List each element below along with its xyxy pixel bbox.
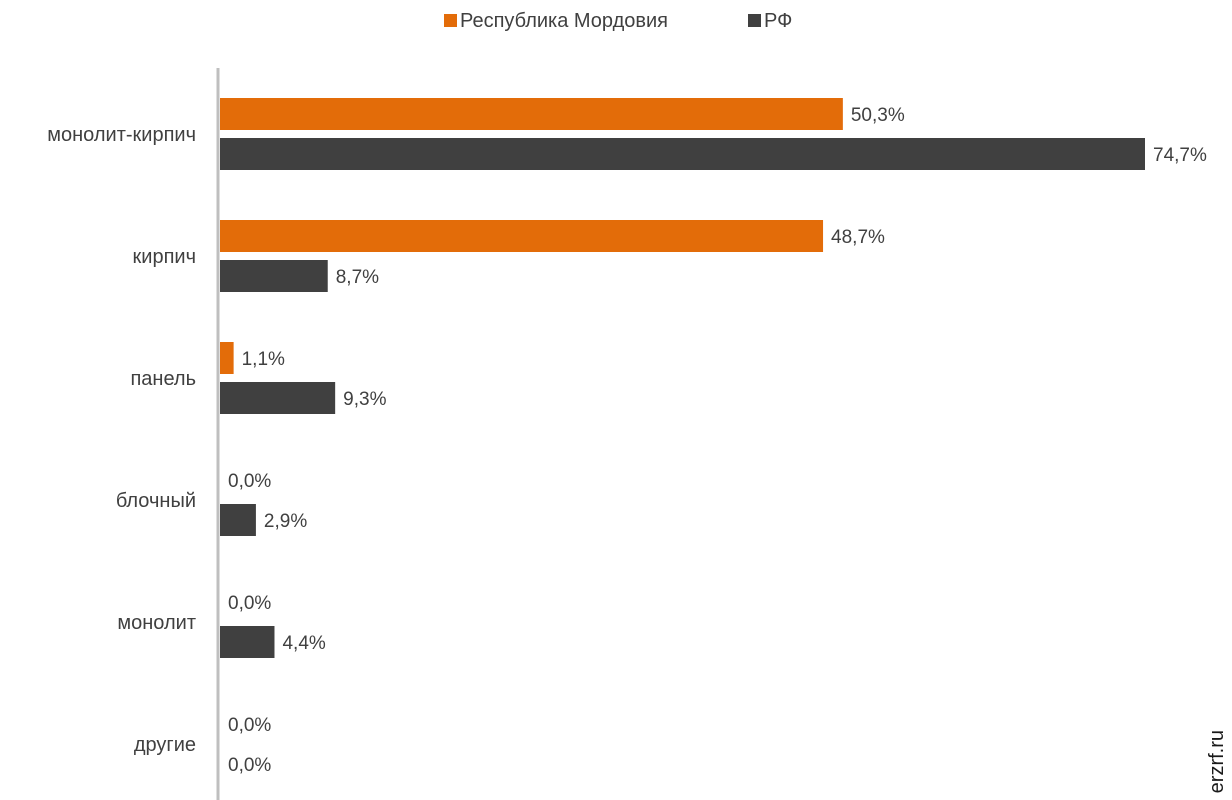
data-label-0-1: 48,7% <box>831 227 885 248</box>
data-label-1-3: 2,9% <box>264 511 307 532</box>
bars <box>220 98 1145 658</box>
watermark-text: erzrf.ru <box>1206 730 1228 794</box>
legend-swatch-0 <box>444 14 457 27</box>
watermark: erzrf.ru <box>1204 730 1232 800</box>
data-label-0-4: 0,0% <box>228 593 271 614</box>
category-label-3: блочный <box>116 490 196 512</box>
data-label-1-4: 4,4% <box>282 633 325 654</box>
category-label-4: монолит <box>117 612 196 634</box>
bar-0-0 <box>220 98 843 130</box>
bar-1-2 <box>220 382 336 414</box>
bar-1-4 <box>220 626 275 658</box>
data-label-1-1: 8,7% <box>336 267 379 288</box>
data-label-0-0: 50,3% <box>851 105 905 126</box>
bar-1-0 <box>220 138 1145 170</box>
data-labels: 50,3% 74,7% 48,7% 8,7% 1,1% 9,3% 0,0% 2,9% 0,0% 4… <box>228 105 1207 776</box>
bar-0-1 <box>220 220 824 252</box>
category-label-1: кирпич <box>133 246 196 268</box>
legend-swatch-1 <box>748 14 761 27</box>
data-label-0-3: 0,0% <box>228 471 271 492</box>
category-label-0: монолит-кирпич <box>47 124 196 146</box>
bar-1-3 <box>220 504 256 536</box>
bar-0-2 <box>220 342 234 374</box>
data-label-0-2: 1,1% <box>242 349 285 370</box>
legend-label-1: РФ <box>764 10 792 32</box>
category-labels: монолит-кирпич кирпич панель блочный монолит… <box>47 124 196 756</box>
category-label-5: другие <box>134 734 196 756</box>
data-label-0-5: 0,0% <box>228 715 271 736</box>
bar-1-1 <box>220 260 328 292</box>
data-label-1-5: 0,0% <box>228 755 271 776</box>
legend-label-0: Республика Мордовия <box>460 10 668 32</box>
legend: Республика Мордовия РФ <box>444 10 792 32</box>
data-label-1-0: 74,7% <box>1153 145 1207 166</box>
category-label-2: панель <box>130 368 196 390</box>
data-label-1-2: 9,3% <box>343 389 386 410</box>
